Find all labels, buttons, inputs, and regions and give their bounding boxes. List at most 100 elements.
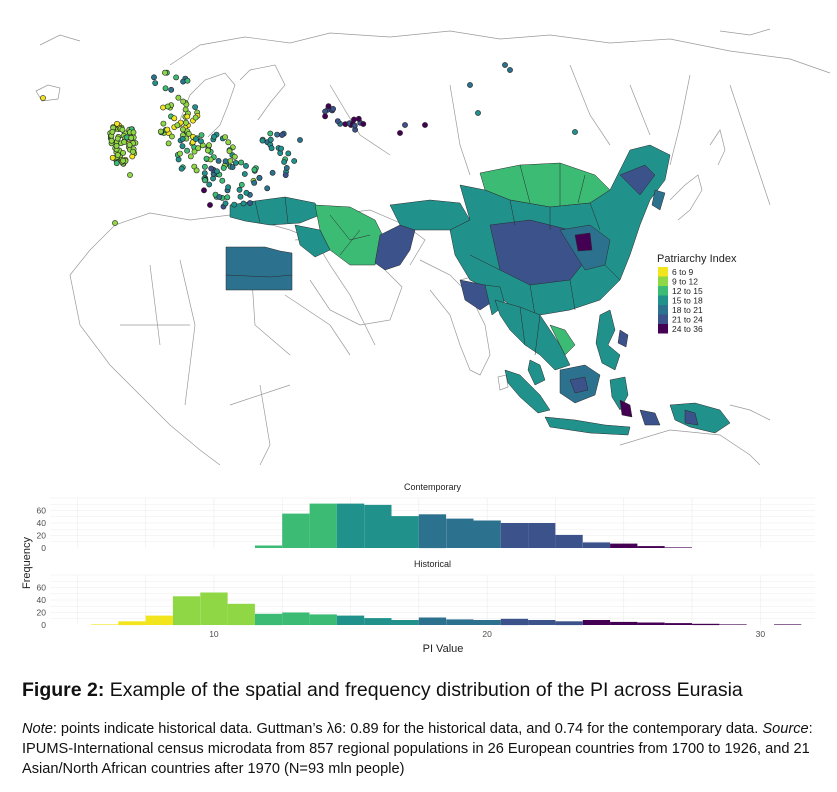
data-point	[251, 166, 258, 173]
region-mainland-se-asia	[494, 299, 571, 371]
legend-label: 24 to 36	[672, 324, 703, 334]
data-point	[128, 135, 135, 141]
histogram-bar	[637, 546, 665, 548]
data-point	[241, 171, 248, 177]
panel-title: Historical	[414, 559, 451, 569]
histogram-bar	[610, 543, 638, 548]
legend-label: 18 to 21	[672, 305, 703, 315]
data-point	[267, 130, 274, 137]
histogram-bar	[473, 620, 501, 625]
data-point	[211, 133, 217, 140]
data-point	[210, 175, 216, 182]
data-point	[236, 186, 243, 193]
data-point	[222, 158, 229, 165]
data-point	[185, 130, 192, 137]
data-point	[113, 160, 120, 167]
data-point	[283, 164, 290, 171]
data-point	[238, 181, 245, 188]
data-point	[201, 187, 207, 194]
data-point	[192, 104, 198, 110]
histogram-bar	[555, 621, 583, 626]
data-point	[192, 114, 199, 121]
histogram-bar	[200, 592, 228, 625]
data-point	[243, 189, 250, 196]
data-point	[279, 132, 285, 138]
country-outlines	[35, 28, 831, 465]
histogram-bar	[418, 514, 447, 549]
data-point	[226, 148, 233, 155]
data-point	[334, 118, 341, 124]
data-point	[195, 145, 202, 152]
x-tick-label: 10	[209, 629, 219, 639]
histogram-bar	[309, 614, 337, 625]
data-point	[238, 159, 245, 166]
data-point	[151, 74, 157, 81]
data-point	[191, 148, 198, 155]
region-sumatra	[504, 369, 551, 414]
data-point	[109, 129, 116, 135]
data-point	[168, 86, 175, 93]
data-point	[247, 200, 253, 206]
data-point	[112, 220, 118, 226]
histogram-bar	[692, 623, 720, 626]
data-point	[171, 115, 178, 122]
histogram-bar	[254, 613, 283, 626]
legend-swatch	[658, 267, 668, 277]
data-point	[164, 103, 171, 110]
data-point	[422, 122, 428, 128]
data-point	[360, 121, 367, 127]
data-point	[216, 194, 223, 200]
legend-label: 9 to 12	[672, 277, 698, 287]
histogram-bar	[582, 620, 611, 625]
data-point	[130, 129, 137, 136]
data-point	[256, 174, 263, 181]
data-point	[229, 164, 236, 170]
figure-caption: Figure 2: Example of the spatial and fre…	[22, 678, 832, 702]
data-point	[572, 129, 578, 135]
histogram-bar	[528, 620, 556, 625]
data-point	[201, 170, 208, 177]
data-point	[182, 106, 189, 113]
note-text: : points indicate historical data. Guttm…	[52, 721, 763, 737]
region-kyrgyz	[389, 199, 471, 231]
data-point	[114, 120, 120, 127]
data-point	[164, 126, 171, 133]
data-point	[119, 126, 126, 133]
data-point	[178, 165, 185, 172]
histogram-bar	[664, 547, 692, 548]
data-point	[231, 201, 238, 208]
data-point	[269, 169, 276, 176]
data-point	[214, 168, 220, 175]
asian-regions	[225, 144, 731, 436]
source-text: : IPUMS-International census microdata f…	[22, 721, 813, 777]
histogram-bar	[719, 624, 747, 625]
histogram-bar	[254, 545, 283, 548]
data-point	[157, 128, 164, 135]
histogram-bar	[391, 516, 419, 548]
histogram-bar	[336, 615, 365, 625]
histogram-bar	[446, 518, 474, 548]
y-tick-label: 20	[37, 531, 47, 541]
data-point	[175, 156, 182, 163]
legend-swatch	[658, 324, 668, 334]
data-point	[198, 138, 204, 145]
histogram-bar	[555, 534, 583, 548]
x-tick-label: 30	[756, 629, 766, 639]
data-point	[355, 115, 362, 122]
histogram-bar	[91, 624, 119, 625]
legend-swatch	[658, 295, 668, 305]
region-egypt	[225, 246, 293, 291]
data-point	[174, 122, 181, 129]
data-point	[203, 155, 210, 162]
legend-label: 21 to 24	[672, 315, 703, 325]
data-point	[220, 165, 227, 171]
region-java	[544, 416, 631, 436]
histogram-bar	[473, 520, 501, 548]
data-point	[475, 110, 481, 116]
data-point	[165, 140, 172, 147]
figure-note: Note: points indicate historical data. G…	[22, 719, 827, 779]
figure-title: Example of the spatial and frequency dis…	[104, 679, 743, 701]
histogram-bar	[172, 596, 201, 626]
y-tick-label: 40	[37, 595, 47, 605]
histogram-bar	[664, 623, 692, 625]
